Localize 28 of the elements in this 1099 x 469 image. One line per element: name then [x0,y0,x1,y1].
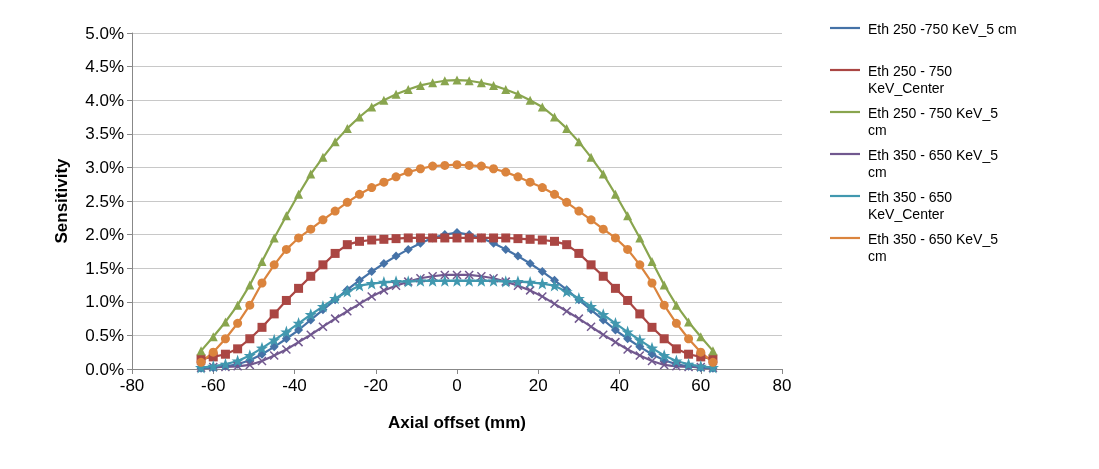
x-tick-label: 60 [691,376,711,395]
x-tick-label: 40 [610,376,629,395]
y-tick-label: 1.0% [85,292,124,312]
legend-label: Eth 250 - 750 KeV_Center [868,62,956,96]
y-tick-label: 3.5% [85,124,124,144]
x-tick-label: -20 [363,376,389,395]
y-tick-label: 2.0% [85,225,124,245]
y-tick-label: 4.5% [85,57,124,77]
y-tick-label: 0.5% [85,325,124,345]
y-tick-label: 3.0% [85,157,124,177]
x-tick-label: 0 [452,376,462,395]
x-tick-label: 20 [528,376,548,395]
y-tick-label: 1.5% [85,258,124,278]
x-tick-label: -40 [282,376,307,395]
x-tick-label: -60 [200,376,226,395]
y-tick-label: 0.0% [85,359,124,379]
x-tick-label: -80 [119,376,145,395]
y-tick-label: 5.0% [85,23,124,43]
y-tick-label: 2.5% [85,191,124,211]
x-axis-title: Axial offset (mm) [388,413,526,432]
legend-label: Eth 250 - 750 KeV_5 cm [868,104,1002,138]
x-tick-label: 80 [772,376,792,395]
legend-label: Eth 350 - 650 KeV_5 cm [868,230,1002,264]
y-axis-title: Sensitivity [52,157,71,244]
legend-label: Eth 250 -750 KeV_5 cm [868,20,1017,37]
legend-label: Eth 350 - 650 KeV_Center [868,188,956,222]
legend-label: Eth 350 - 650 KeV_5 cm [868,146,1002,180]
y-tick-label: 4.0% [85,90,124,110]
